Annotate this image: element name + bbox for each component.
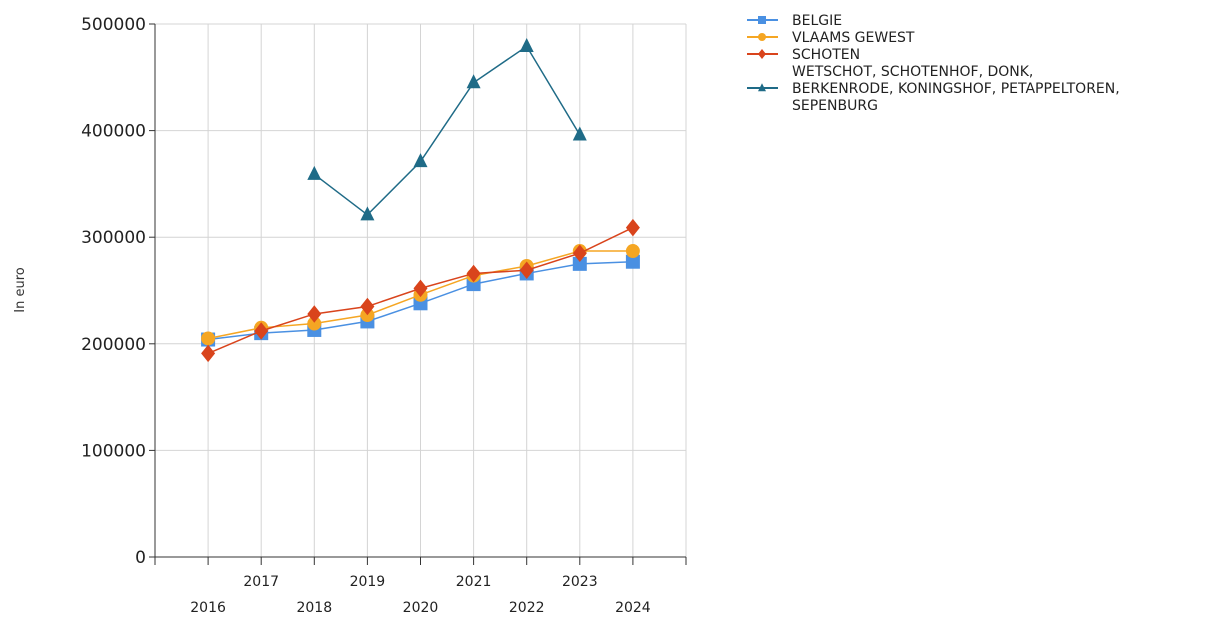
axes: 0 100000 200000 300000 400000 500000 2016 2017 2… <box>81 15 687 616</box>
data-point <box>572 244 587 262</box>
legend-label: VLAAMS GEWEST <box>792 30 915 46</box>
data-point <box>360 206 375 221</box>
legend-marker <box>758 33 766 41</box>
legend-marker <box>758 16 766 24</box>
data-point <box>254 322 269 340</box>
data-point <box>360 297 375 316</box>
data-point <box>519 261 534 279</box>
data-point <box>519 37 534 52</box>
y-tick-label: 300000 <box>81 228 146 248</box>
legend-marker <box>758 83 766 92</box>
data-point <box>413 153 428 168</box>
x-tick-label: 2018 <box>296 600 332 616</box>
series-line <box>313 45 581 216</box>
x-tick-label: 2020 <box>403 600 439 616</box>
y-tick-label: 0 <box>135 548 146 568</box>
data-point <box>466 264 481 283</box>
series-group <box>201 37 640 363</box>
data-point <box>625 218 640 237</box>
data-point <box>307 305 322 323</box>
data-point <box>307 316 322 331</box>
x-tick-label: 2022 <box>509 600 545 616</box>
data-point <box>625 244 640 259</box>
x-tick-label: 2024 <box>615 600 651 616</box>
grid <box>155 23 687 557</box>
legend-label: SEPENBURG <box>792 98 878 114</box>
data-point <box>201 344 216 363</box>
x-tick-label: 2019 <box>350 574 386 590</box>
series-4 <box>307 37 587 221</box>
legend-label: WETSCHOT, SCHOTENHOF, DONK, <box>792 64 1033 80</box>
x-tick-label: 2023 <box>562 574 598 590</box>
legend-marker <box>758 49 766 59</box>
legend-label: SCHOTEN <box>792 47 860 63</box>
data-point <box>572 256 587 271</box>
y-tick-label: 400000 <box>81 122 146 142</box>
y-tick-label: 500000 <box>81 15 146 35</box>
y-tick-label: 200000 <box>81 335 146 355</box>
data-point <box>466 74 481 89</box>
y-axis-label: In euro <box>13 267 28 313</box>
series-3 <box>201 218 640 363</box>
data-point <box>201 331 216 346</box>
data-point <box>625 254 640 269</box>
legend-label: BELGIE <box>792 13 842 29</box>
data-point <box>572 126 587 141</box>
y-tick-label: 100000 <box>81 441 146 461</box>
data-point <box>413 279 428 298</box>
x-tick-label: 2017 <box>243 574 279 590</box>
x-tick-label: 2021 <box>456 574 492 590</box>
data-point <box>307 165 322 180</box>
x-tick-label: 2016 <box>190 600 226 616</box>
legend-label: BERKENRODE, KONINGSHOF, PETAPPELTOREN, <box>792 81 1120 97</box>
